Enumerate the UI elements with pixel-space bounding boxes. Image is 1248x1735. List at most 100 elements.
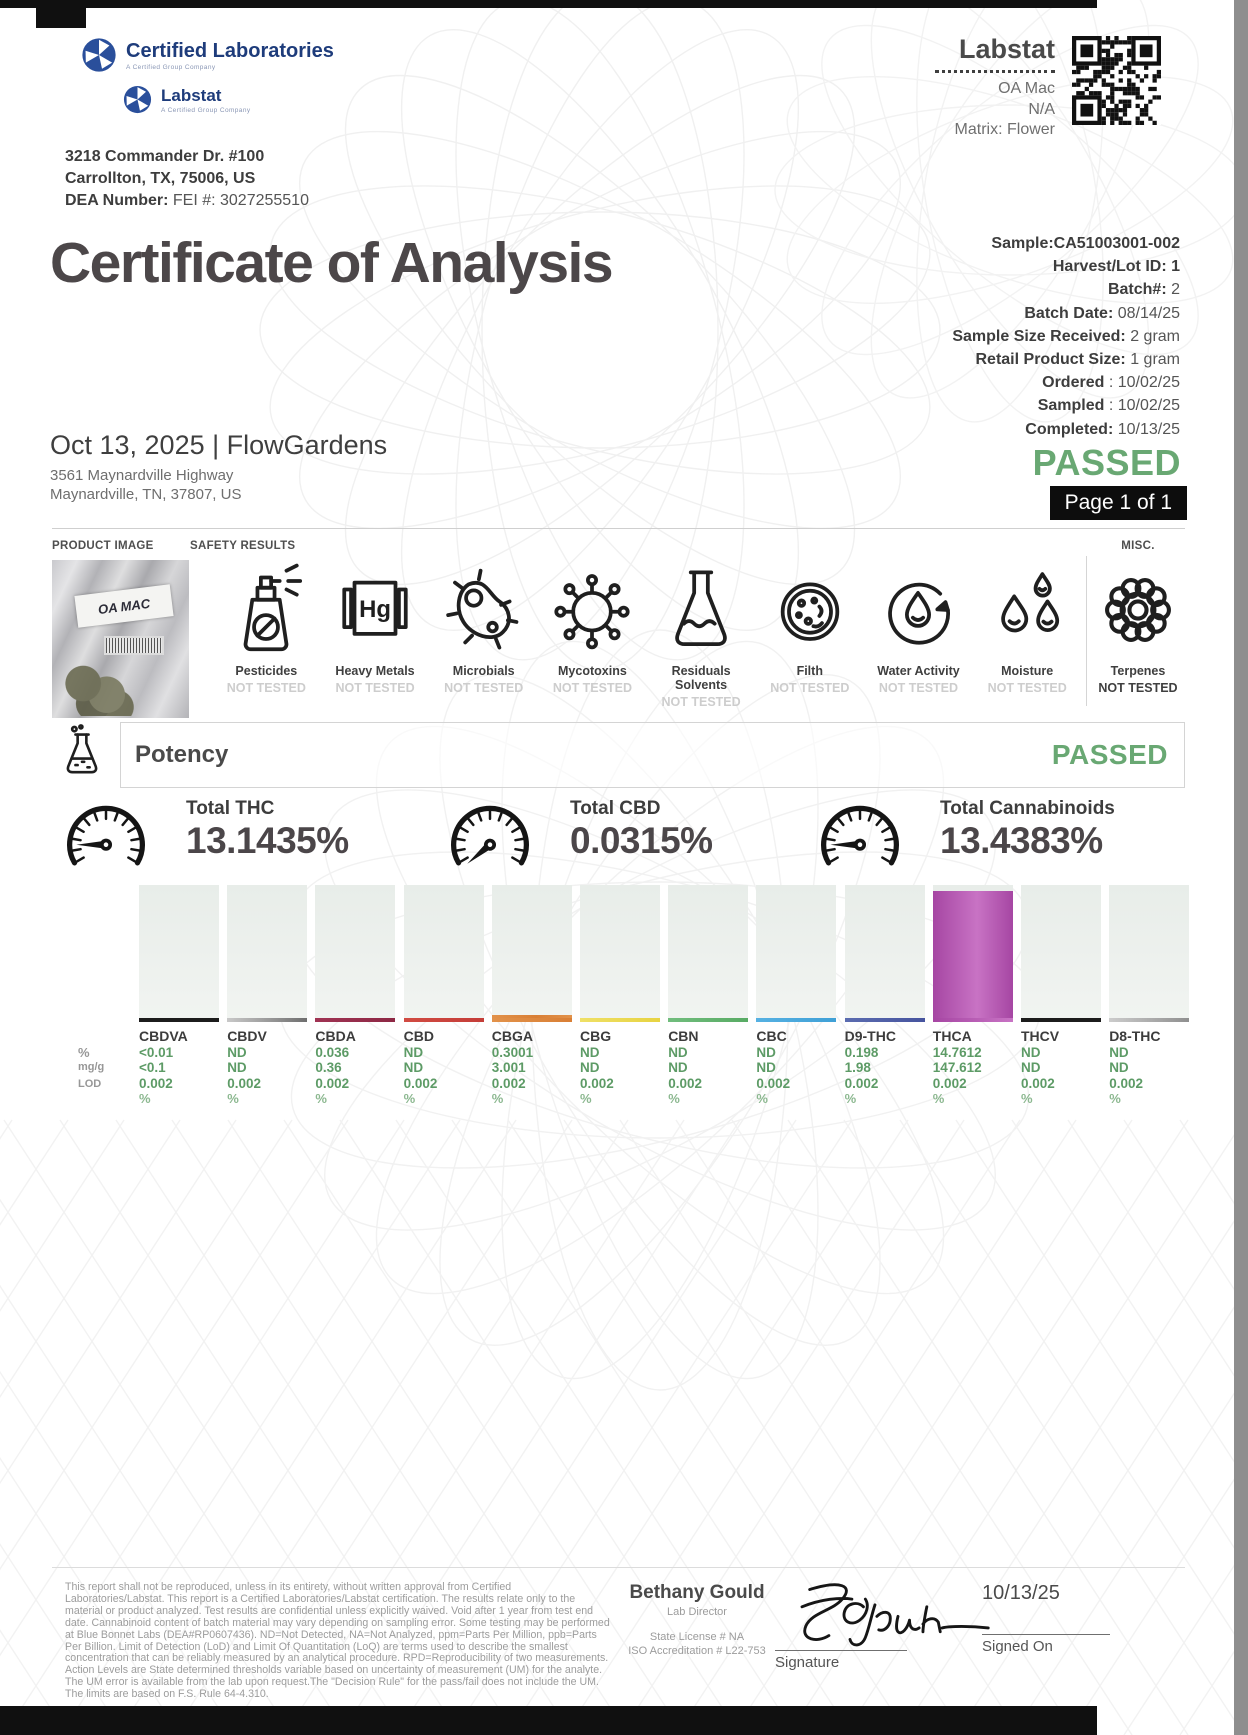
sample-info-line: Sampled : 10/02/25 xyxy=(1037,397,1180,415)
analyte-track xyxy=(756,885,837,1018)
analyte-color-line xyxy=(580,1018,660,1022)
gauge-icon xyxy=(794,794,926,887)
petri-dish-icon xyxy=(755,558,864,658)
top-chrome-tab xyxy=(36,8,86,28)
analyte-color-line xyxy=(1021,1018,1101,1022)
analyte-mgg: ND xyxy=(1021,1060,1041,1075)
sample-info-line: Batch#: 2 xyxy=(1107,281,1180,299)
dea-number-line: DEA Number: FEI #: 3027255510 xyxy=(65,192,309,209)
gauge-label: Total Cannabinoids xyxy=(940,798,1115,819)
gauge-label: Total CBD xyxy=(570,798,661,819)
analyte-mgg: ND xyxy=(668,1060,688,1075)
safety-test-filth: Filth NOT TESTED xyxy=(755,558,864,709)
analyte-lod-unit: % xyxy=(668,1091,680,1106)
safety-test-mycotoxins: Mycotoxins NOT TESTED xyxy=(538,558,647,709)
safety-test-label: Microbials xyxy=(452,664,515,678)
signer-title: Lab Director xyxy=(667,1606,727,1618)
analyte-lod-unit: % xyxy=(1021,1091,1033,1106)
analyte-lod: 0.002 xyxy=(580,1076,614,1091)
footer-divider xyxy=(52,1567,1185,1568)
analyte-color-line xyxy=(756,1018,837,1022)
analyte-mgg: ND xyxy=(580,1060,600,1075)
safety-test-pesticides: Pesticides NOT TESTED xyxy=(212,558,321,709)
client-block: Oct 13, 2025 | FlowGardens 3561 Maynardv… xyxy=(50,430,387,504)
page-number-badge: Page 1 of 1 xyxy=(1049,486,1187,520)
analyte-lod-unit: % xyxy=(580,1091,592,1106)
sample-info-line: Retail Product Size: 1 gram xyxy=(975,351,1181,369)
analyte-mgg: 147.612 xyxy=(932,1060,982,1075)
signer-credentials: State License # NA ISO Accreditation # L… xyxy=(628,1631,766,1657)
analyte-lod: 0.002 xyxy=(756,1076,791,1091)
product-bag-label: OA MAC xyxy=(74,584,174,628)
analyte-lod: 0.002 xyxy=(227,1076,261,1091)
certified-laboratories-logo-icon xyxy=(80,36,118,74)
analyte-lod: 0.002 xyxy=(1021,1076,1055,1091)
analyte-name: CBGA xyxy=(491,1028,534,1044)
analyte-lod-unit: % xyxy=(491,1091,504,1106)
analyte-track xyxy=(139,885,219,1018)
flask-icon xyxy=(647,558,756,658)
safety-results-row: Pesticides NOT TESTED Hg Heavy Metals NOT TE… xyxy=(212,558,1082,709)
right-scroll-strip[interactable] xyxy=(1234,0,1248,1735)
analyte-mgg: ND xyxy=(227,1060,247,1075)
safety-test-water-activity: Water Activity NOT TESTED xyxy=(864,558,973,709)
safety-test-status: NOT TESTED xyxy=(987,681,1067,695)
analyte-color-line xyxy=(139,1018,219,1022)
gauge-total-cbd: Total CBD 0.0315% xyxy=(424,794,713,887)
analyte-pct: ND xyxy=(580,1045,600,1060)
safety-test-label: Water Activity xyxy=(877,664,960,678)
gauge-total-thc: Total THC 13.1435% xyxy=(40,794,349,887)
safety-test-residuals-solvents: Residuals Solvents NOT TESTED xyxy=(647,558,756,709)
qr-code xyxy=(1072,36,1161,125)
lab-address-block: 3218 Commander Dr. #100 Carrollton, TX, … xyxy=(65,146,309,212)
labstat-logo-icon xyxy=(122,84,153,115)
row-header-mgg: mg/g xyxy=(78,1061,105,1073)
analyte-name: CBG xyxy=(580,1028,612,1044)
signature-line xyxy=(775,1650,907,1651)
dea-number-value: FEI #: 3027255510 xyxy=(168,192,309,209)
sample-info-line: Harvest/Lot ID: 1 xyxy=(1052,258,1180,276)
analyte-pct: ND xyxy=(756,1045,776,1060)
safety-test-heavy-metals: Hg Heavy Metals NOT TESTED xyxy=(321,558,430,709)
analyte-lod-unit: % xyxy=(756,1091,768,1106)
virus-icon xyxy=(538,558,647,658)
analyte-lod-unit: % xyxy=(1109,1091,1121,1106)
signature-label: Signature xyxy=(775,1654,840,1671)
signed-on-line xyxy=(982,1634,1110,1635)
analyte-lod-unit: % xyxy=(139,1091,151,1106)
flower-icon xyxy=(1090,558,1186,658)
analyte-color-line xyxy=(315,1018,396,1022)
analyte-lod: 0.002 xyxy=(1109,1076,1143,1091)
analyte-lod-unit: % xyxy=(844,1091,857,1106)
safety-test-status: NOT TESTED xyxy=(335,681,415,695)
analyte-track xyxy=(580,885,660,1018)
potency-section-header: Potency PASSED xyxy=(120,722,1185,788)
analyte-pct: ND xyxy=(227,1045,247,1060)
bottom-chrome-bar xyxy=(0,1706,1097,1735)
analyte-track xyxy=(844,885,925,1018)
safety-test-microbials: Microbials NOT TESTED xyxy=(429,558,538,709)
misc-test-label: Terpenes xyxy=(1110,664,1166,678)
certified-laboratories-logo-text: Certified Laboratories xyxy=(126,39,334,62)
analyte-lod-unit: % xyxy=(403,1091,416,1106)
analyte-color-line xyxy=(491,1018,572,1022)
disclaimer-text: This report shall not be reproduced, unl… xyxy=(65,1581,610,1701)
analyte-bar xyxy=(491,1015,572,1018)
analyte-color-line xyxy=(844,1018,925,1022)
analyte-lod: 0.002 xyxy=(403,1076,438,1091)
misc-test-status: NOT TESTED xyxy=(1098,681,1178,695)
sample-info-line: Completed: 10/13/25 xyxy=(1025,420,1180,438)
product-secondary: N/A xyxy=(1028,100,1055,118)
bag-barcode-sticker xyxy=(104,636,164,655)
potency-title: Potency xyxy=(135,741,229,768)
analyte-name: CBN xyxy=(668,1028,699,1044)
analyte-lod: 0.002 xyxy=(139,1076,173,1091)
analyte-pct: ND xyxy=(1109,1045,1129,1060)
analyte-name: CBC xyxy=(756,1028,787,1044)
gauge-value: 13.4383% xyxy=(940,820,1103,861)
analyte-name: THCV xyxy=(1021,1028,1060,1044)
analyte-name: CBDV xyxy=(227,1028,267,1044)
safety-test-label: Mycotoxins xyxy=(558,664,627,678)
gauge-total-cannabinoids: Total Cannabinoids 13.4383% xyxy=(794,794,1115,887)
